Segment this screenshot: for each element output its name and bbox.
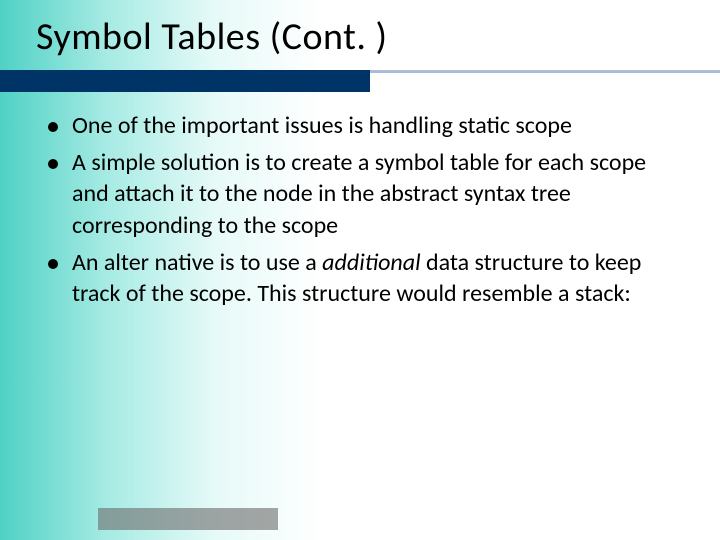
- bullet-text-prefix: An alter native is to use a: [72, 248, 322, 277]
- header-bar-light: [370, 70, 720, 73]
- bullet-icon: [48, 159, 58, 169]
- content-area: One of the important issues is handling …: [48, 110, 680, 315]
- bullet-text: One of the important issues is handling …: [72, 110, 572, 141]
- list-item: One of the important issues is handling …: [48, 110, 680, 141]
- bullet-icon: [48, 122, 58, 132]
- slide-title: Symbol Tables (Cont. ): [36, 14, 388, 60]
- bullet-text: A simple solution is to create a symbol …: [72, 147, 680, 241]
- bullet-text: An alter native is to use a additional d…: [72, 247, 680, 309]
- list-item: A simple solution is to create a symbol …: [48, 147, 680, 241]
- footer-bar: [98, 508, 278, 530]
- bullet-text-emph: additional: [322, 248, 420, 277]
- header-bar-dark: [0, 70, 370, 92]
- list-item: An alter native is to use a additional d…: [48, 247, 680, 309]
- slide: Symbol Tables (Cont. ) One of the import…: [0, 0, 720, 540]
- bullet-icon: [48, 259, 58, 269]
